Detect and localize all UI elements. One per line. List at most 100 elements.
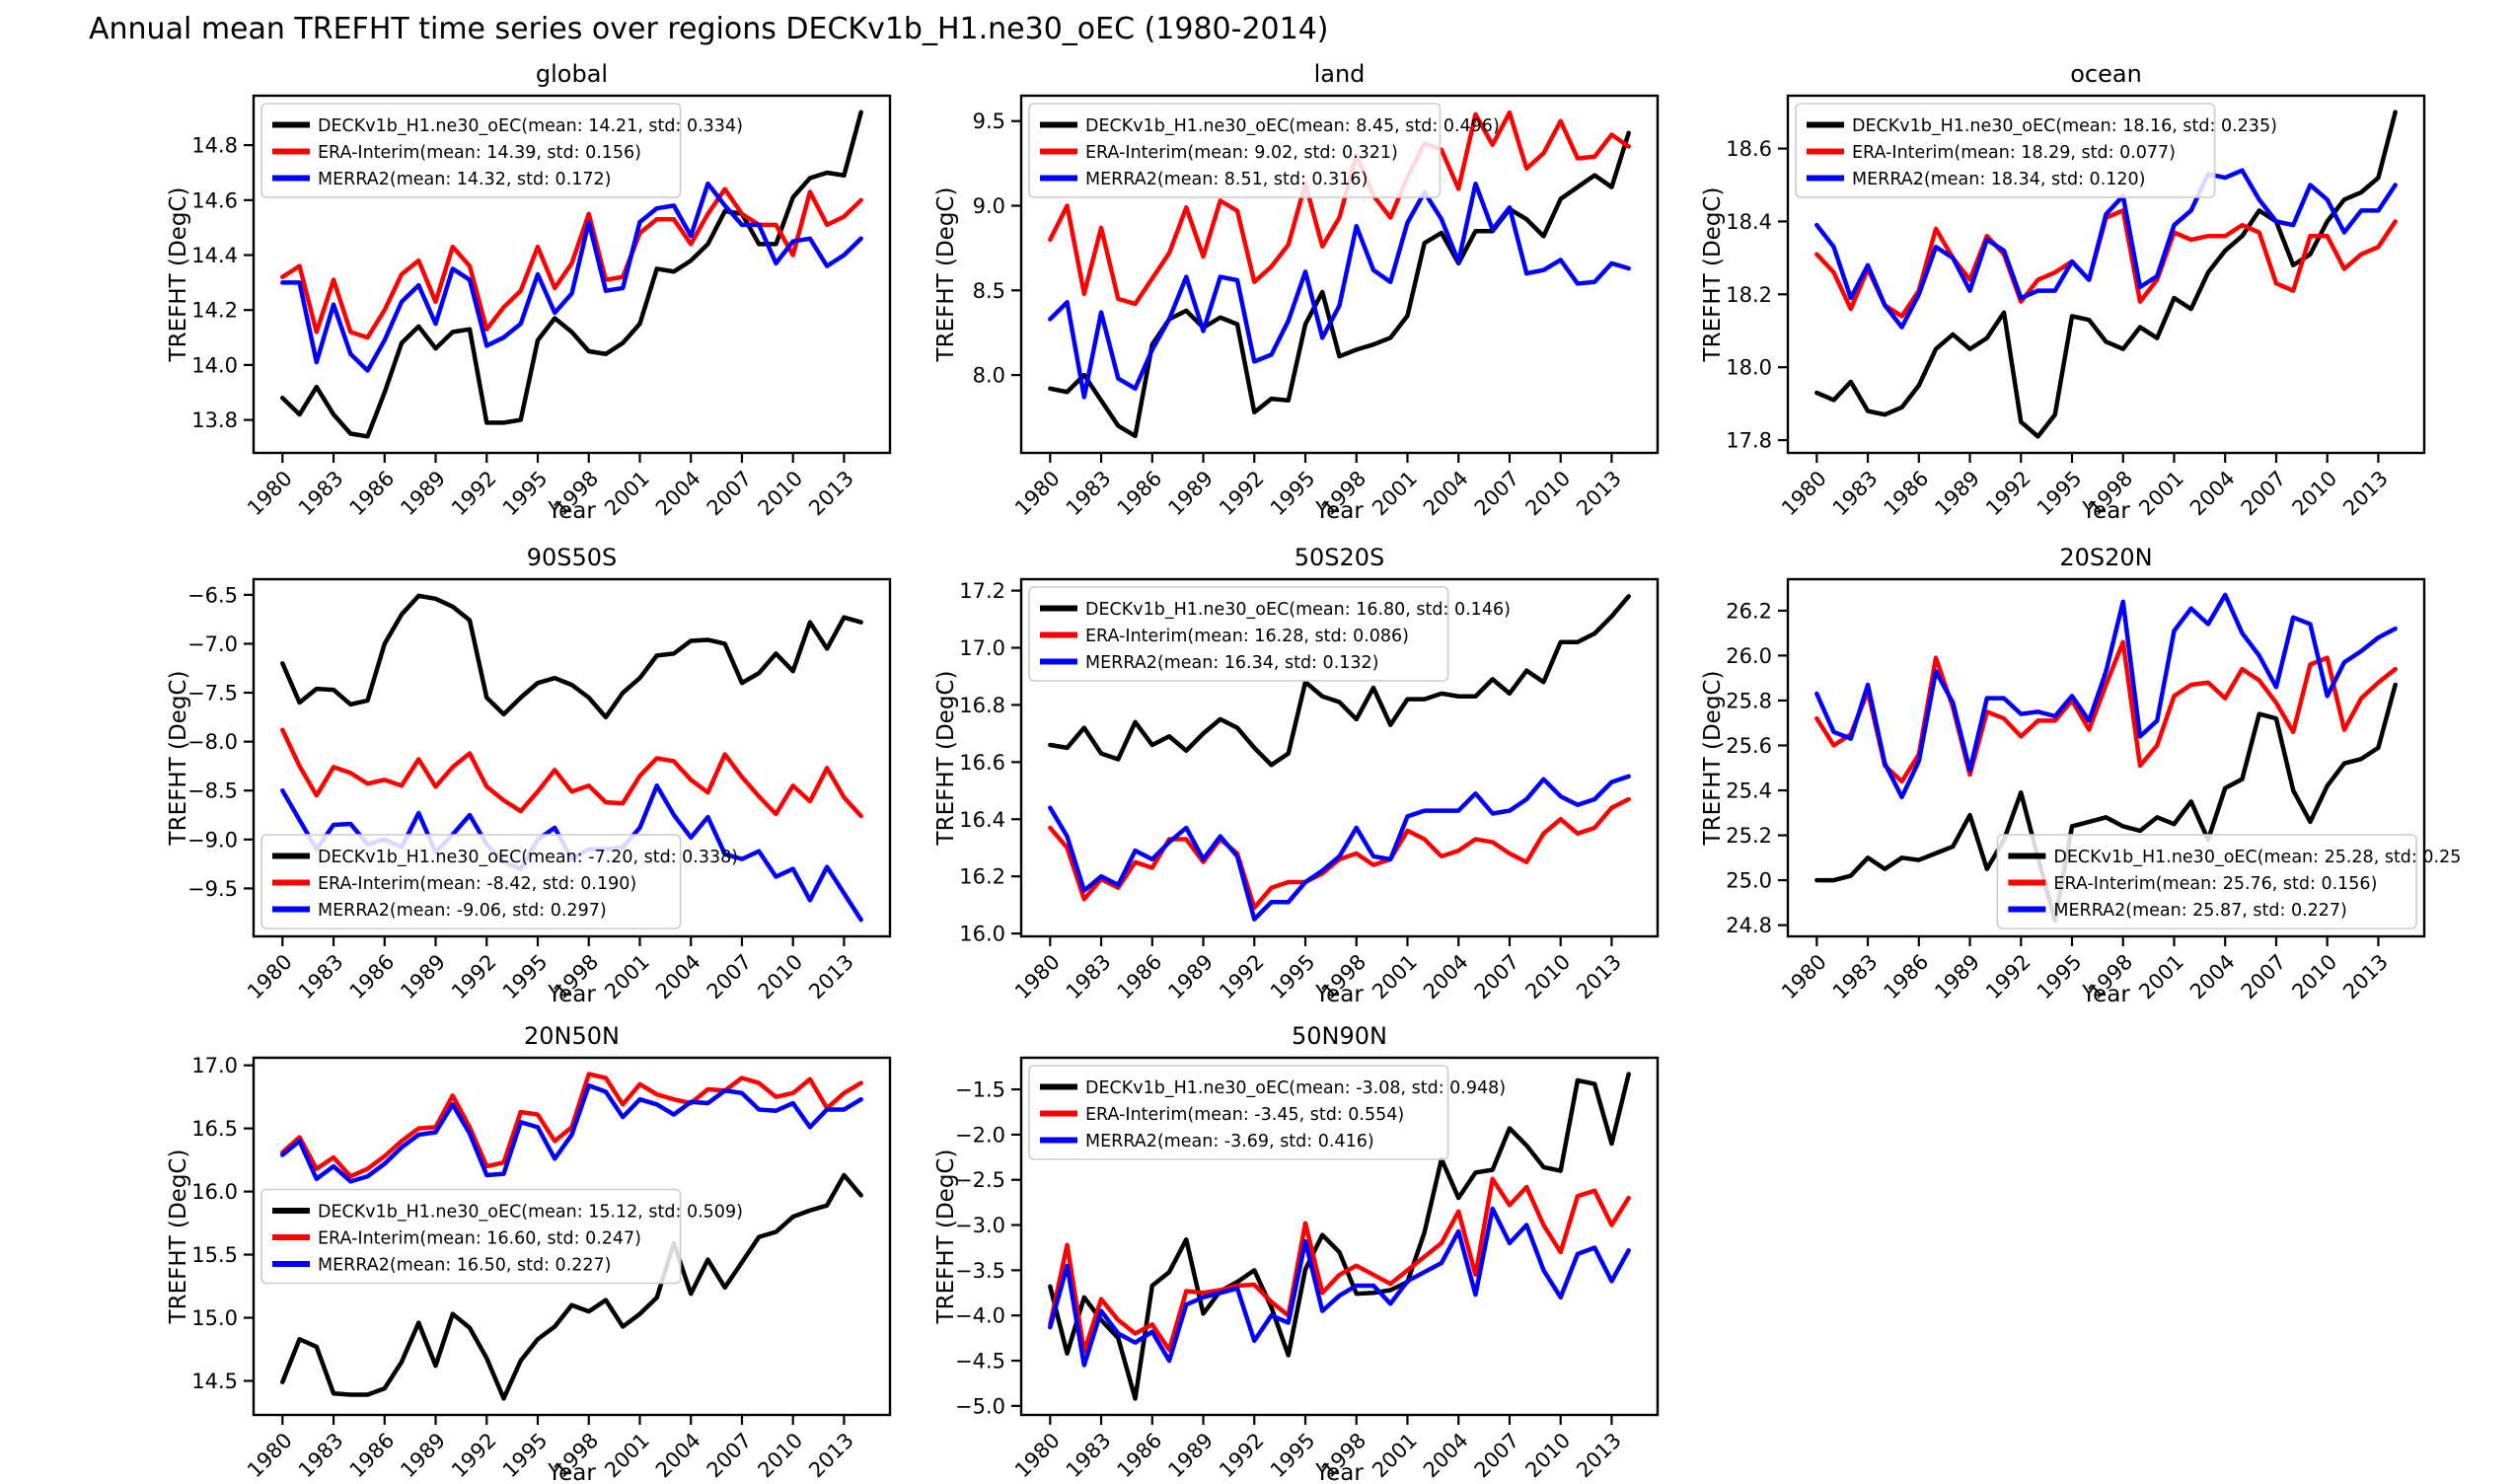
y-tick-label: 9.0 bbox=[973, 194, 1005, 218]
series-line-DECKv1b_H1.ne30_oEC bbox=[1814, 110, 2398, 439]
y-axis-label: TREFHT (DegC) bbox=[933, 671, 959, 847]
chart-title: 90S50S bbox=[527, 544, 618, 571]
series-line-ERA-Interim bbox=[280, 186, 863, 340]
x-tick-label: 1983 bbox=[1062, 1429, 1116, 1483]
x-tick-label: 2007 bbox=[703, 1429, 757, 1483]
y-tick-label: 25.4 bbox=[1726, 779, 1772, 803]
x-tick-label: 1992 bbox=[1215, 950, 1269, 1004]
x-tick-label: 1989 bbox=[396, 1429, 450, 1483]
y-tick-label: −7.0 bbox=[187, 632, 238, 656]
x-tick-label: 2001 bbox=[1368, 467, 1422, 521]
x-tick-label: 1989 bbox=[1930, 950, 1984, 1004]
x-tick-label: 2010 bbox=[1520, 1429, 1575, 1483]
legend-label-MERRA2: MERRA2(mean: 16.34, std: 0.132) bbox=[1085, 653, 1378, 673]
legend-label-ERA-Interim: ERA-Interim(mean: 14.39, std: 0.156) bbox=[318, 143, 641, 163]
y-tick-label: −1.5 bbox=[955, 1078, 1005, 1102]
x-tick-label: 2001 bbox=[600, 950, 654, 1004]
series-lines bbox=[1048, 594, 1631, 922]
y-tick-label: 18.4 bbox=[1726, 210, 1772, 234]
series-lines bbox=[1048, 1072, 1631, 1401]
y-tick-label: 15.5 bbox=[191, 1243, 238, 1267]
legend-label-DECKv1b_H1.ne30_oEC: DECKv1b_H1.ne30_oEC(mean: 16.80, std: 0.… bbox=[1085, 600, 1511, 620]
axes-frame bbox=[1019, 94, 1660, 455]
y-tick-label: −3.5 bbox=[955, 1259, 1005, 1283]
x-tick-label: 1989 bbox=[1930, 467, 1984, 521]
chart-panel-90S50S: −9.5 −9.0 −8.5 −8.0 −7.5 −7.0 −6.5 1980 1983 1986… bbox=[158, 538, 927, 1005]
x-tick-label: 2004 bbox=[651, 467, 705, 521]
y-tick-label: 15.0 bbox=[191, 1306, 238, 1330]
x-tick-label: 1983 bbox=[294, 467, 348, 521]
chart-panel-land: 8.0 8.5 9.0 9.5 1980 1983 1986 1989 1992 1995 1998… bbox=[925, 54, 1695, 522]
x-tick-label: 2007 bbox=[703, 950, 757, 1004]
x-tick-label: 2010 bbox=[1520, 950, 1575, 1004]
series-line-MERRA2 bbox=[1814, 168, 2398, 330]
x-tick-label: 2013 bbox=[804, 1429, 858, 1483]
x-tick-label: 2001 bbox=[600, 1429, 654, 1483]
legend-box bbox=[1028, 103, 1442, 198]
legend-label-MERRA2: MERRA2(mean: 16.50, std: 0.227) bbox=[318, 1256, 611, 1276]
y-tick-label: 16.0 bbox=[191, 1180, 238, 1204]
x-tick-label: 2007 bbox=[1470, 950, 1524, 1004]
legend: DECKv1b_H1.ne30_oEC(mean: 16.80, std: 0.… bbox=[1028, 586, 1511, 682]
x-tick-label: 1995 bbox=[498, 1429, 553, 1483]
y-tick-label: 14.0 bbox=[191, 353, 238, 377]
series-line-DECKv1b_H1.ne30_oEC bbox=[280, 1172, 863, 1401]
legend-box bbox=[260, 1188, 682, 1285]
x-tick-label: 2001 bbox=[600, 467, 654, 521]
x-tick-label: 1992 bbox=[447, 1429, 501, 1483]
legend-label-DECKv1b_H1.ne30_oEC: DECKv1b_H1.ne30_oEC(mean: 18.16, std: 0.… bbox=[1852, 116, 2277, 136]
axes-frame bbox=[1786, 577, 2426, 938]
x-tick-label: 1992 bbox=[1215, 1429, 1269, 1483]
x-tick-label: 2013 bbox=[804, 950, 858, 1004]
legend-label-ERA-Interim: ERA-Interim(mean: 9.02, std: 0.321) bbox=[1085, 143, 1398, 163]
x-tick-label: 1980 bbox=[1777, 950, 1831, 1004]
x-axis-label: Year bbox=[1314, 982, 1364, 1005]
legend-label-DECKv1b_H1.ne30_oEC: DECKv1b_H1.ne30_oEC(mean: 8.45, std: 0.4… bbox=[1085, 116, 1500, 136]
y-tick-label: 14.5 bbox=[191, 1370, 238, 1393]
axes-frame bbox=[252, 1056, 892, 1417]
x-tick-label: 2004 bbox=[651, 1429, 705, 1483]
x-tick-label: 1980 bbox=[1777, 467, 1831, 521]
series-lines bbox=[1814, 110, 2398, 439]
x-tick-label: 1986 bbox=[1880, 950, 1934, 1004]
x-tick-label: 1986 bbox=[345, 950, 400, 1004]
x-tick-label: 2004 bbox=[1419, 1429, 1473, 1483]
chart-panel-20S20N: 24.8 25.0 25.2 25.4 25.6 25.8 26.0 26.2 1980 1983… bbox=[1692, 538, 2462, 1005]
y-tick-label: 16.6 bbox=[959, 751, 1005, 775]
legend-box bbox=[1028, 1065, 1449, 1160]
y-axis-label: TREFHT (DegC) bbox=[933, 187, 959, 363]
x-tick-label: 2001 bbox=[1368, 950, 1422, 1004]
x-tick-label: 2010 bbox=[1520, 467, 1575, 521]
x-tick-label: 2010 bbox=[2287, 950, 2341, 1004]
series-line-ERA-Interim bbox=[280, 1072, 863, 1179]
y-tick-label: 16.2 bbox=[959, 865, 1005, 889]
x-tick-label: 1986 bbox=[1113, 467, 1167, 521]
series-lines bbox=[1814, 592, 2398, 924]
series-lines bbox=[280, 110, 863, 439]
legend-label-ERA-Interim: ERA-Interim(mean: 18.29, std: 0.077) bbox=[1852, 143, 2176, 163]
legend-box bbox=[1028, 586, 1449, 682]
x-tick-label: 1992 bbox=[1981, 950, 2035, 1004]
x-tick-label: 2013 bbox=[1572, 1429, 1626, 1483]
x-tick-label: 1989 bbox=[1163, 1429, 1218, 1483]
x-tick-label: 1992 bbox=[1981, 467, 2035, 521]
x-tick-label: 2013 bbox=[2338, 467, 2393, 521]
x-tick-label: 1989 bbox=[396, 467, 450, 521]
chart-canvas-global: 13.8 14.0 14.2 14.4 14.6 14.8 1980198319861989… bbox=[166, 60, 892, 522]
x-tick-label: 2004 bbox=[1419, 467, 1473, 521]
legend-label-MERRA2: MERRA2(mean: 25.87, std: 0.227) bbox=[2053, 901, 2346, 921]
legend-label-MERRA2: MERRA2(mean: 14.32, std: 0.172) bbox=[318, 170, 611, 189]
legend-label-ERA-Interim: ERA-Interim(mean: -3.45, std: 0.554) bbox=[1085, 1105, 1404, 1125]
y-tick-label: −2.5 bbox=[955, 1168, 1005, 1192]
x-tick-label: 1986 bbox=[1113, 950, 1167, 1004]
x-tick-label: 2010 bbox=[753, 1429, 807, 1483]
series-line-MERRA2 bbox=[1048, 1206, 1631, 1368]
legend-label-ERA-Interim: ERA-Interim(mean: 16.28, std: 0.086) bbox=[1085, 627, 1409, 646]
chart-title: 50N90N bbox=[1292, 1022, 1387, 1050]
x-tick-label: 2010 bbox=[2287, 467, 2341, 521]
legend-label-DECKv1b_H1.ne30_oEC: DECKv1b_H1.ne30_oEC(mean: 25.28, std: 0.… bbox=[2053, 848, 2462, 867]
x-tick-label: 1995 bbox=[1266, 1429, 1320, 1483]
x-tick-label: 1995 bbox=[498, 467, 553, 521]
legend-label-ERA-Interim: ERA-Interim(mean: 25.76, std: 0.156) bbox=[2053, 874, 2377, 894]
x-tick-label: 1983 bbox=[1062, 467, 1116, 521]
